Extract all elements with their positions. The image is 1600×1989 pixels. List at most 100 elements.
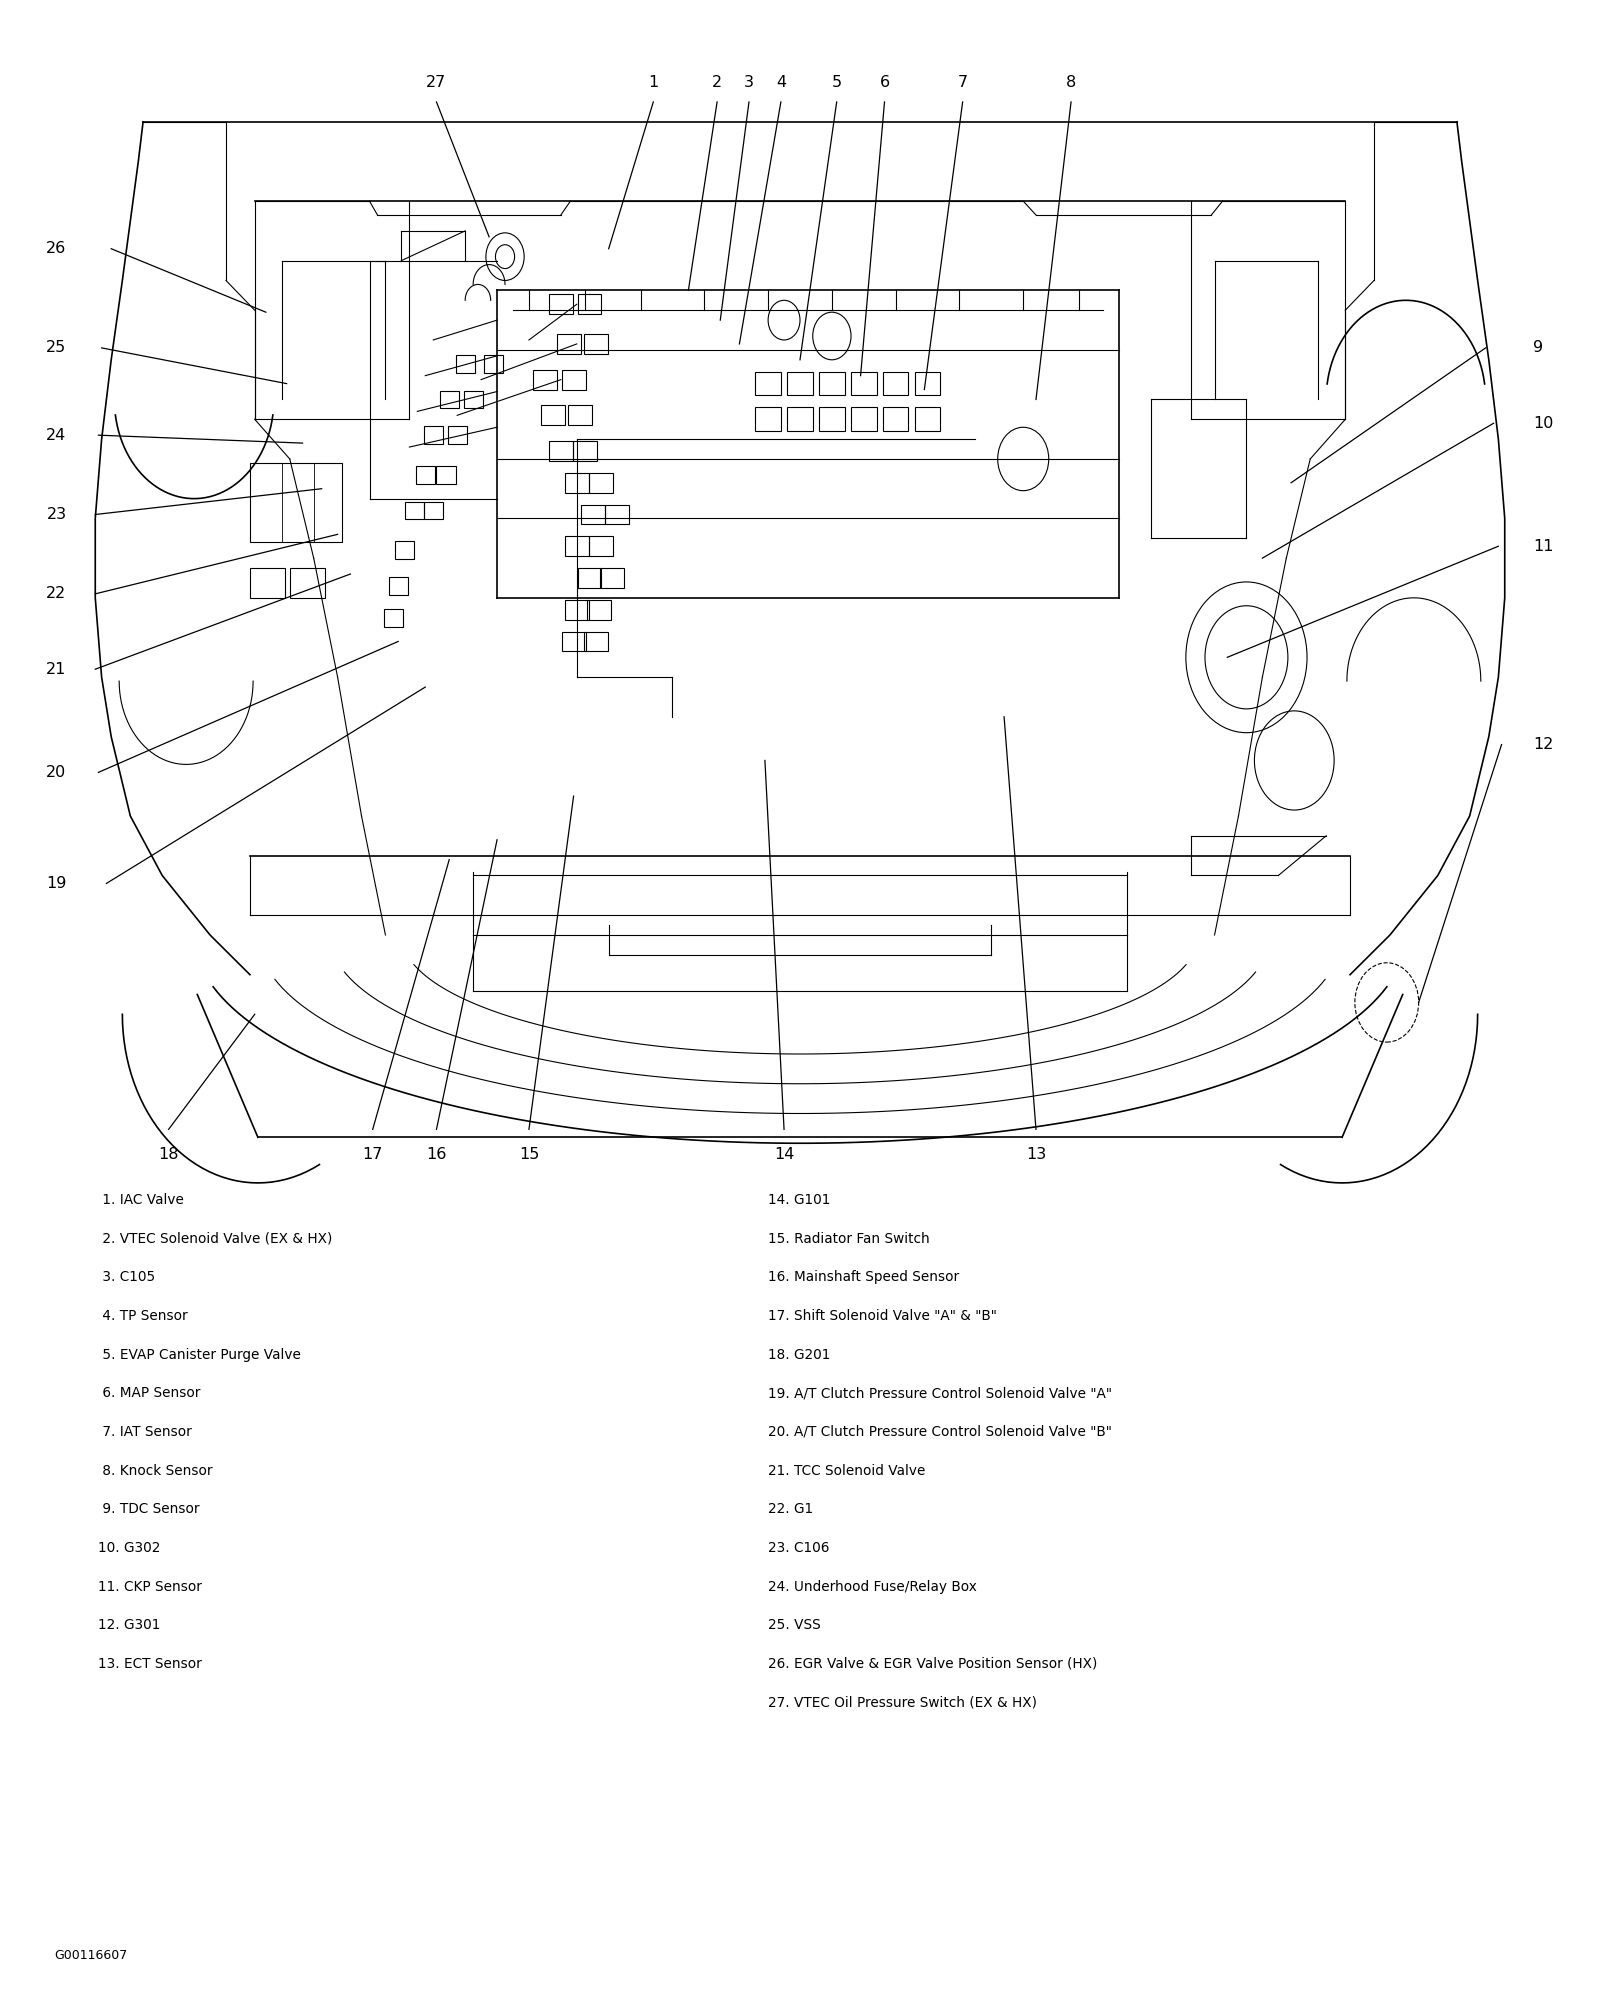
Bar	[755, 372, 781, 396]
Text: 1: 1	[648, 76, 659, 90]
Bar	[787, 372, 813, 396]
Bar	[533, 370, 557, 390]
Text: 13. ECT Sensor: 13. ECT Sensor	[99, 1657, 202, 1671]
Bar	[581, 505, 605, 525]
Text: 5: 5	[832, 76, 842, 90]
Text: 15. Radiator Fan Switch: 15. Radiator Fan Switch	[768, 1231, 930, 1245]
Text: 27. VTEC Oil Pressure Switch (EX & HX): 27. VTEC Oil Pressure Switch (EX & HX)	[768, 1697, 1037, 1711]
Text: 6. MAP Sensor: 6. MAP Sensor	[99, 1386, 202, 1400]
Text: 11. CKP Sensor: 11. CKP Sensor	[99, 1579, 202, 1593]
Text: 9. TDC Sensor: 9. TDC Sensor	[99, 1502, 200, 1516]
Text: 23. C106: 23. C106	[768, 1541, 829, 1555]
Bar	[565, 601, 589, 621]
Bar	[440, 390, 459, 408]
Bar	[587, 601, 611, 621]
Bar	[787, 408, 813, 432]
Bar	[883, 372, 909, 396]
Bar	[416, 465, 435, 483]
Bar	[405, 501, 424, 519]
Text: 16. Mainshaft Speed Sensor: 16. Mainshaft Speed Sensor	[768, 1271, 960, 1285]
Text: 6: 6	[880, 76, 890, 90]
Text: 2. VTEC Solenoid Valve (EX & HX): 2. VTEC Solenoid Valve (EX & HX)	[99, 1231, 333, 1245]
Text: 25: 25	[46, 340, 67, 356]
Bar	[549, 294, 573, 314]
Bar	[819, 408, 845, 432]
Text: 10. G302: 10. G302	[99, 1541, 162, 1555]
Bar	[464, 390, 483, 408]
Bar	[557, 334, 581, 354]
Text: 24. Underhood Fuse/Relay Box: 24. Underhood Fuse/Relay Box	[768, 1579, 978, 1593]
Bar	[578, 294, 602, 314]
Bar	[915, 372, 941, 396]
Bar	[562, 370, 586, 390]
Bar	[395, 541, 414, 559]
Text: 9: 9	[1533, 340, 1544, 356]
Text: 24: 24	[46, 428, 67, 444]
Bar	[565, 473, 589, 493]
Bar	[589, 537, 613, 557]
Bar	[883, 408, 909, 432]
Text: 25. VSS: 25. VSS	[768, 1619, 821, 1633]
Text: 14. G101: 14. G101	[768, 1193, 830, 1207]
Bar	[755, 408, 781, 432]
Text: 20: 20	[46, 766, 67, 780]
Text: 23: 23	[46, 507, 67, 521]
Text: 4: 4	[776, 76, 786, 90]
Text: 18. G201: 18. G201	[768, 1349, 830, 1362]
Text: 17: 17	[363, 1148, 382, 1162]
Text: 8: 8	[1066, 76, 1077, 90]
Text: 21. TCC Solenoid Valve: 21. TCC Solenoid Valve	[768, 1464, 925, 1478]
Text: 7: 7	[957, 76, 968, 90]
Bar	[915, 408, 941, 432]
Bar	[568, 406, 592, 426]
Text: 3. C105: 3. C105	[99, 1271, 155, 1285]
Text: 10: 10	[1533, 416, 1554, 432]
Text: G00116607: G00116607	[54, 1949, 126, 1963]
Bar	[549, 442, 573, 461]
Bar	[250, 463, 342, 543]
Bar	[448, 426, 467, 444]
Bar	[605, 505, 629, 525]
Text: 17. Shift Solenoid Valve "A" & "B": 17. Shift Solenoid Valve "A" & "B"	[768, 1309, 997, 1323]
Bar	[589, 473, 613, 493]
Text: 7. IAT Sensor: 7. IAT Sensor	[99, 1424, 192, 1438]
Text: 16: 16	[426, 1148, 446, 1162]
Text: 18: 18	[158, 1148, 179, 1162]
Text: 21: 21	[46, 662, 67, 676]
Bar	[485, 354, 504, 372]
Bar	[600, 569, 624, 589]
Bar	[424, 426, 443, 444]
Bar	[584, 633, 608, 650]
Text: 19: 19	[46, 875, 67, 891]
Text: 26: 26	[46, 241, 67, 257]
Bar	[578, 569, 602, 589]
Bar	[562, 633, 586, 650]
Bar	[437, 465, 456, 483]
Bar	[584, 334, 608, 354]
Text: 22. G1: 22. G1	[768, 1502, 813, 1516]
Text: 12: 12	[1533, 738, 1554, 752]
Bar	[573, 442, 597, 461]
Text: 8. Knock Sensor: 8. Knock Sensor	[99, 1464, 213, 1478]
Text: 15: 15	[518, 1148, 539, 1162]
Bar	[389, 577, 408, 595]
Bar	[384, 609, 403, 627]
Text: 4. TP Sensor: 4. TP Sensor	[99, 1309, 189, 1323]
Bar	[456, 354, 475, 372]
Bar	[851, 408, 877, 432]
Bar	[565, 537, 589, 557]
Text: 22: 22	[46, 587, 67, 601]
Bar	[424, 501, 443, 519]
Text: 20. A/T Clutch Pressure Control Solenoid Valve "B": 20. A/T Clutch Pressure Control Solenoid…	[768, 1424, 1112, 1438]
Text: 11: 11	[1533, 539, 1554, 553]
Text: 13: 13	[1026, 1148, 1046, 1162]
Text: 5. EVAP Canister Purge Valve: 5. EVAP Canister Purge Valve	[99, 1349, 301, 1362]
Text: 26. EGR Valve & EGR Valve Position Sensor (HX): 26. EGR Valve & EGR Valve Position Senso…	[768, 1657, 1098, 1671]
Text: 1. IAC Valve: 1. IAC Valve	[99, 1193, 184, 1207]
Bar	[851, 372, 877, 396]
Text: 14: 14	[774, 1148, 794, 1162]
Bar	[819, 372, 845, 396]
Text: 12. G301: 12. G301	[99, 1619, 162, 1633]
Bar	[250, 569, 285, 599]
Text: 2: 2	[712, 76, 722, 90]
